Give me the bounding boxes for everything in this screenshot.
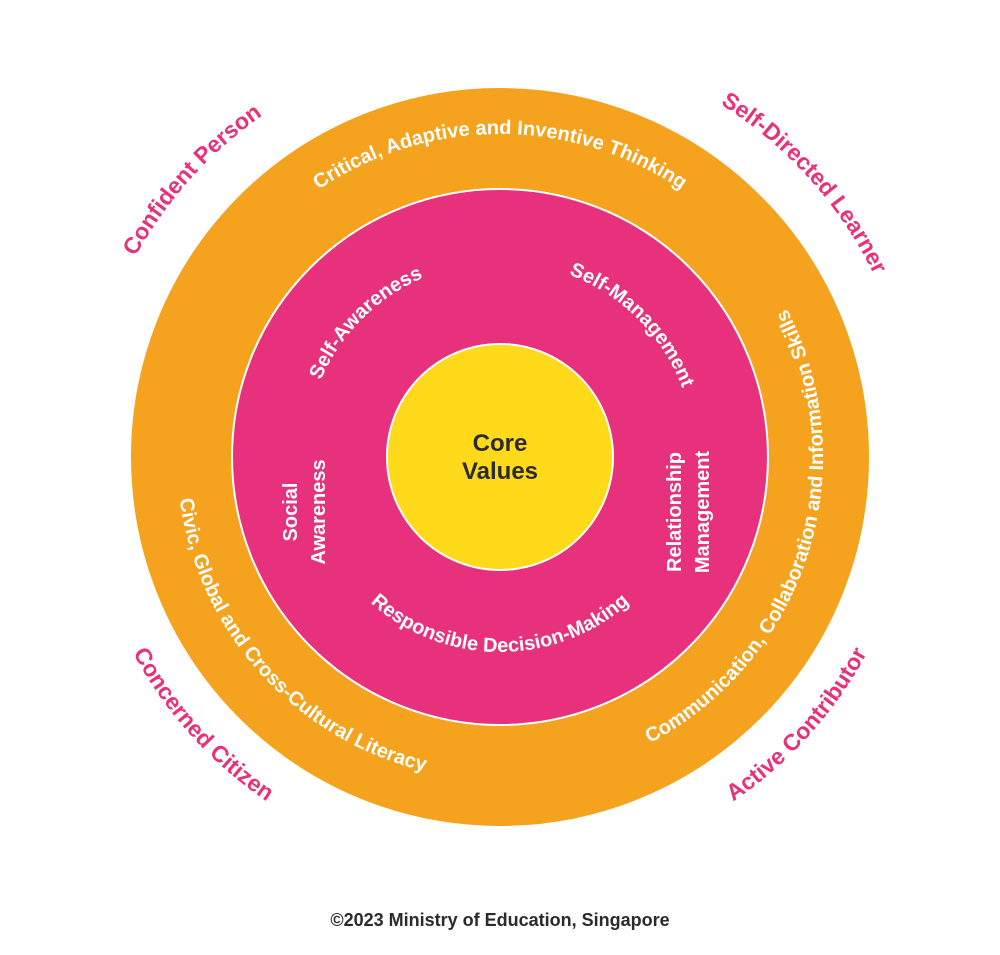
core-line1: Core	[473, 430, 528, 457]
svg-text:Management: Management	[692, 451, 714, 574]
core-line2: Values	[462, 458, 538, 485]
copyright-text: ©2023 Ministry of Education, Singapore	[0, 910, 1000, 931]
diagram-svg: CoreValuesSelf-AwarenessSelf-ManagementR…	[0, 0, 1000, 955]
framework-diagram: CoreValuesSelf-AwarenessSelf-ManagementR…	[0, 0, 1000, 955]
svg-text:Social: Social	[280, 483, 302, 542]
inner-ring	[387, 344, 613, 570]
svg-text:Relationship: Relationship	[664, 452, 686, 572]
svg-text:Awareness: Awareness	[308, 459, 330, 564]
